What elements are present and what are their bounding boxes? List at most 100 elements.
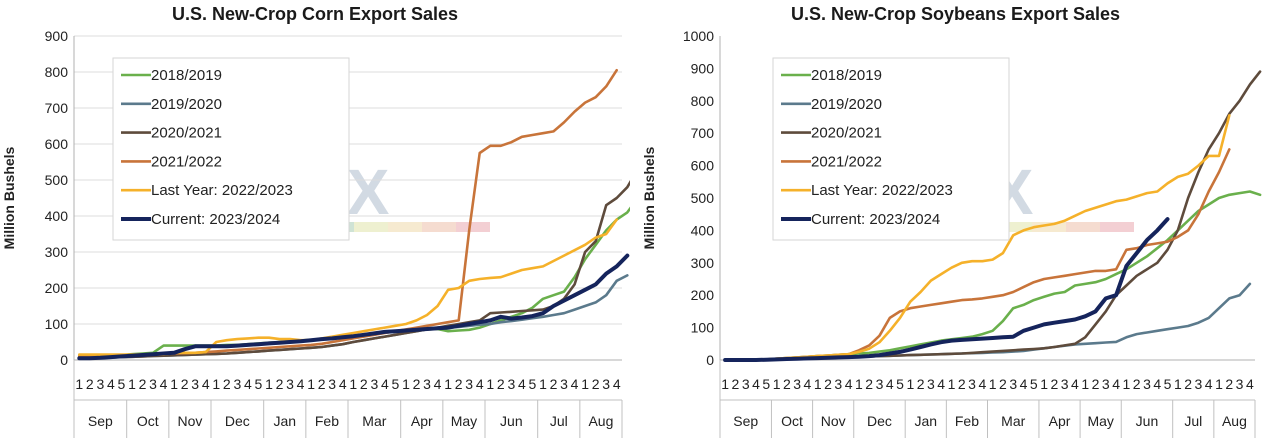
x-week-label: 3 [507,376,515,392]
y-axis-label: Million Bushels [641,146,657,249]
x-week-label: 2 [276,376,284,392]
x-week-label: 3 [876,376,884,392]
x-week-label: 5 [392,376,400,392]
x-week-label: 3 [328,376,336,392]
x-week-label: 4 [886,376,894,392]
y-tick-label: 200 [45,280,69,296]
x-week-label: 1 [265,376,273,392]
y-tick-label: 500 [45,172,69,188]
watermark-stripe [1032,222,1066,232]
x-week-label: 2 [917,376,925,392]
x-week-label: 5 [529,376,537,392]
x-week-label: 3 [423,376,431,392]
x-week-label: 3 [191,376,199,392]
x-month-label: May [451,413,477,429]
x-week-label: 3 [602,376,610,392]
x-week-label: 2 [139,376,147,392]
corn-chart-svg: neX0100200300400500600700800900Million B… [1,28,650,438]
x-month-label: Jan [273,413,296,429]
x-week-label: 1 [486,376,494,392]
x-week-label: 1 [1122,376,1130,392]
x-week-label: 4 [845,376,853,392]
x-week-label: 2 [413,376,421,392]
x-week-label: 5 [1030,376,1038,392]
x-week-label: 4 [613,376,621,392]
x-month-label: Apr [411,413,433,429]
legend-box [772,57,1010,241]
x-week-label: 3 [968,376,976,392]
x-week-label: 1 [444,376,452,392]
x-week-label: 1 [906,376,914,392]
x-week-label: 3 [286,376,294,392]
y-tick-label: 900 [45,28,69,44]
x-week-label: 2 [865,376,873,392]
x-week-label: 1 [581,376,589,392]
legend-label: 2020/2021 [811,125,882,142]
x-week-label: 2 [455,376,463,392]
x-month-label: Aug [1222,413,1247,429]
x-week-label: 1 [1174,376,1182,392]
x-week-label: 4 [1205,376,1213,392]
x-week-label: 1 [814,376,822,392]
x-week-label: 3 [370,376,378,392]
x-month-label: Jul [1184,413,1202,429]
y-tick-label: 700 [45,100,69,116]
x-week-label: 3 [1061,376,1069,392]
legend-label: Last Year: 2022/2023 [811,182,953,199]
x-week-label: 3 [742,376,750,392]
x-week-label: 4 [244,376,252,392]
y-tick-label: 300 [691,255,715,271]
x-week-label: 2 [824,376,832,392]
x-month-label: Oct [137,413,159,429]
y-tick-label: 200 [691,287,715,303]
x-week-label: 4 [1112,376,1120,392]
x-week-label: 4 [160,376,168,392]
x-week-label: 4 [339,376,347,392]
watermark-stripe [422,222,456,232]
series-line [723,282,1252,362]
x-week-label: 2 [1133,376,1141,392]
x-week-label: 3 [1195,376,1203,392]
y-tick-label: 600 [691,158,715,174]
x-week-label: 3 [1143,376,1151,392]
x-week-label: 4 [571,376,579,392]
y-tick-label: 1000 [683,28,714,44]
x-week-label: 4 [1246,376,1254,392]
legend-label: 2019/2020 [151,96,222,113]
series-line [77,253,630,361]
x-week-label: 4 [476,376,484,392]
x-month-label: Jun [500,413,523,429]
x-week-label: 4 [434,376,442,392]
x-week-label: 3 [1009,376,1017,392]
x-week-label: 2 [1050,376,1058,392]
x-week-label: 1 [773,376,781,392]
legend-label: Current: 2023/2024 [151,211,280,228]
x-week-label: 3 [1236,376,1244,392]
x-week-label: 4 [518,376,526,392]
x-month-label: Nov [177,413,202,429]
watermark-stripe [456,222,490,232]
x-week-label: 4 [1020,376,1028,392]
x-week-label: 2 [497,376,505,392]
x-week-label: 4 [978,376,986,392]
x-week-label: 3 [927,376,935,392]
x-week-label: 2 [360,376,368,392]
x-week-label: 2 [223,376,231,392]
corn-chart-panel: U.S. New-Crop Corn Export Sales neX01002… [0,0,650,438]
x-week-label: 5 [255,376,263,392]
chart-title: U.S. New-Crop Soybeans Export Sales [790,4,1121,24]
y-tick-label: 500 [691,190,715,206]
x-week-label: 5 [896,376,904,392]
watermark-stripe [998,222,1032,232]
legend-label: 2020/2021 [151,125,222,142]
x-month-label: Jun [1136,413,1159,429]
soybeans-chart-svg: neX01002003004005006007008009001000Milli… [641,28,1262,438]
x-week-label: 4 [937,376,945,392]
watermark-stripe [388,222,422,232]
x-week-label: 1 [1081,376,1089,392]
soybeans-chart-panel: U.S. New-Crop Soybeans Export Sales neX0… [640,0,1271,438]
y-tick-label: 900 [691,60,715,76]
x-week-label: 4 [752,376,760,392]
x-week-label: 1 [1215,376,1223,392]
y-tick-label: 400 [45,208,69,224]
